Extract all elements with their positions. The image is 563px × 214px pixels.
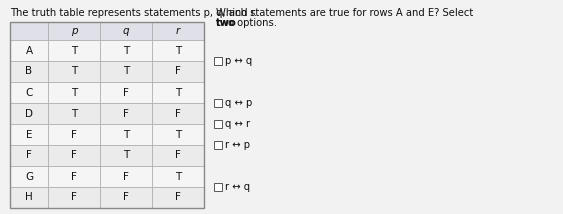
Text: Which statements are true for rows A and E? Select: Which statements are true for rows A and… xyxy=(216,8,473,18)
Bar xyxy=(48,166,100,187)
Text: T: T xyxy=(123,67,129,76)
Text: B: B xyxy=(25,67,33,76)
Text: r ↔ p: r ↔ p xyxy=(225,140,250,150)
Bar xyxy=(10,40,48,61)
Bar xyxy=(10,145,48,166)
Text: F: F xyxy=(123,193,129,202)
Text: p ↔ q: p ↔ q xyxy=(225,56,252,66)
Bar xyxy=(10,187,48,208)
Text: T: T xyxy=(71,108,77,119)
Bar xyxy=(152,40,204,61)
Bar xyxy=(152,61,204,82)
Bar xyxy=(10,124,48,145)
Bar xyxy=(48,187,100,208)
Bar xyxy=(100,22,152,40)
Bar xyxy=(152,82,204,103)
Bar xyxy=(10,82,48,103)
Text: F: F xyxy=(123,108,129,119)
Bar xyxy=(152,145,204,166)
Text: G: G xyxy=(25,171,33,181)
Bar xyxy=(48,61,100,82)
Text: two: two xyxy=(216,18,237,28)
Text: C: C xyxy=(25,88,33,98)
Text: T: T xyxy=(175,88,181,98)
Text: F: F xyxy=(175,193,181,202)
Text: T: T xyxy=(123,150,129,160)
Text: F: F xyxy=(71,150,77,160)
Bar xyxy=(152,22,204,40)
Text: F: F xyxy=(175,150,181,160)
Text: q: q xyxy=(123,26,129,36)
Bar xyxy=(214,183,222,191)
Bar xyxy=(10,166,48,187)
Bar xyxy=(214,57,222,65)
Bar xyxy=(48,82,100,103)
Bar xyxy=(152,103,204,124)
Text: A: A xyxy=(25,46,33,55)
Bar xyxy=(152,187,204,208)
Text: F: F xyxy=(71,193,77,202)
Bar xyxy=(10,103,48,124)
Bar xyxy=(214,99,222,107)
Text: F: F xyxy=(175,67,181,76)
Bar xyxy=(100,124,152,145)
Text: q ↔ r: q ↔ r xyxy=(225,119,250,129)
Bar xyxy=(10,22,48,40)
Text: T: T xyxy=(71,67,77,76)
Text: T: T xyxy=(175,129,181,140)
Text: H: H xyxy=(25,193,33,202)
Bar xyxy=(100,103,152,124)
Bar xyxy=(48,103,100,124)
Text: T: T xyxy=(71,88,77,98)
Text: T: T xyxy=(175,171,181,181)
Text: F: F xyxy=(71,171,77,181)
Bar xyxy=(214,120,222,128)
Text: F: F xyxy=(175,108,181,119)
Bar xyxy=(100,82,152,103)
Text: T: T xyxy=(71,46,77,55)
Bar xyxy=(10,22,204,208)
Text: F: F xyxy=(123,171,129,181)
Text: F: F xyxy=(26,150,32,160)
Text: E: E xyxy=(26,129,32,140)
Bar xyxy=(48,145,100,166)
Bar xyxy=(10,61,48,82)
Text: q ↔ p: q ↔ p xyxy=(225,98,252,108)
Text: two options.: two options. xyxy=(216,18,277,28)
Text: r: r xyxy=(176,26,180,36)
Text: T: T xyxy=(175,46,181,55)
Text: F: F xyxy=(123,88,129,98)
Text: The truth table represents statements p, q, and r.: The truth table represents statements p,… xyxy=(10,8,257,18)
Text: F: F xyxy=(71,129,77,140)
Text: T: T xyxy=(123,46,129,55)
Bar xyxy=(100,187,152,208)
Bar xyxy=(48,22,100,40)
Bar xyxy=(152,124,204,145)
Text: T: T xyxy=(123,129,129,140)
Text: r ↔ q: r ↔ q xyxy=(225,182,250,192)
Bar xyxy=(152,166,204,187)
Bar xyxy=(100,145,152,166)
Text: p: p xyxy=(71,26,77,36)
Bar xyxy=(100,61,152,82)
Bar xyxy=(48,40,100,61)
Bar xyxy=(100,166,152,187)
Bar xyxy=(48,124,100,145)
Bar xyxy=(214,141,222,149)
Text: D: D xyxy=(25,108,33,119)
Bar xyxy=(100,40,152,61)
